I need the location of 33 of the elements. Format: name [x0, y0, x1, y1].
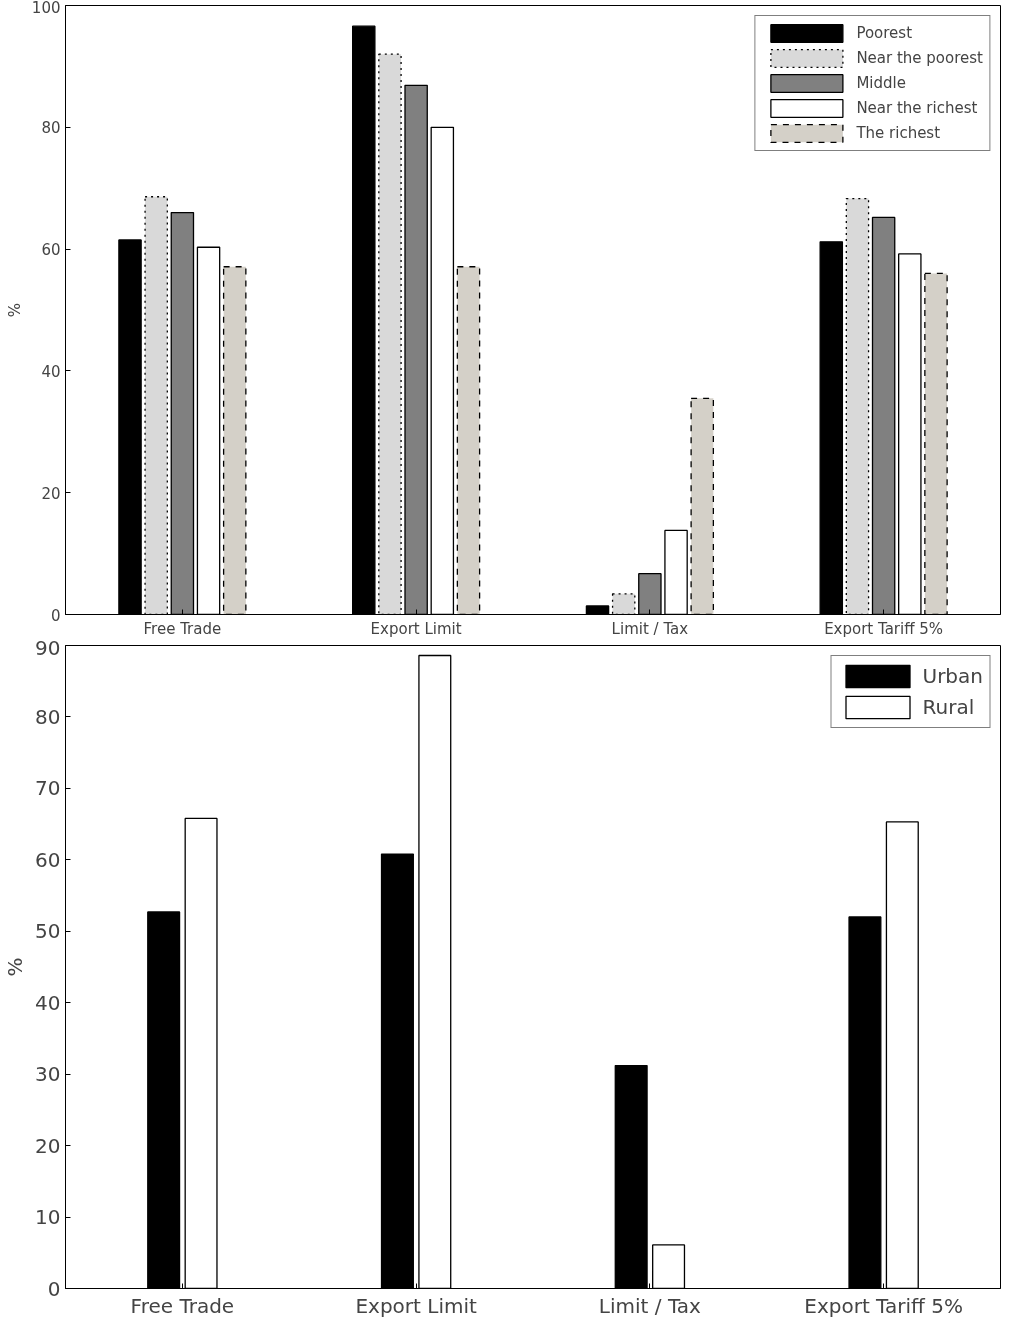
legend-label: Near the poorest — [856, 48, 983, 69]
y-tick-label: 60 — [35, 847, 61, 872]
x-tick-label: Export Tariff 5% — [824, 619, 944, 638]
y-tick-label: 20 — [41, 484, 61, 503]
y-tick-label: 100 — [31, 0, 61, 17]
x-tick-label: Limit / Tax — [611, 619, 689, 638]
legend-label: Rural — [922, 694, 975, 721]
x-tick-label: Export Limit — [355, 1293, 477, 1318]
x-tick-label: Export Limit — [370, 619, 462, 638]
legend-label: Urban — [922, 663, 983, 690]
y-tick-label: 80 — [41, 119, 61, 138]
legend-label: Middle — [856, 73, 906, 94]
y-tick-label: 20 — [35, 1133, 61, 1158]
x-tick-label: Export Tariff 5% — [804, 1293, 963, 1318]
y-tick-label: 90 — [35, 635, 61, 660]
legend-label: Poorest — [856, 23, 913, 44]
y-tick-label: 60 — [41, 241, 61, 260]
y-tick-label: 40 — [35, 990, 61, 1015]
y-tick-label: 40 — [41, 362, 61, 381]
y-tick-label: 80 — [35, 704, 61, 729]
y-axis-title: % — [3, 957, 28, 977]
legend-label: The richest — [856, 123, 941, 144]
y-tick-label: 0 — [47, 1276, 61, 1301]
x-tick-label: Free Trade — [130, 1293, 235, 1318]
y-tick-label: 30 — [35, 1062, 61, 1087]
y-tick-label: 70 — [35, 776, 61, 801]
y-tick-label: 0 — [50, 606, 61, 625]
y-axis-title: % — [5, 302, 24, 318]
x-tick-label: Free Trade — [143, 619, 222, 638]
y-tick-label: 10 — [35, 1205, 61, 1230]
x-tick-label: Limit / Tax — [598, 1293, 702, 1318]
legend-label: Near the richest — [856, 98, 978, 119]
y-tick-label: 50 — [35, 919, 61, 944]
